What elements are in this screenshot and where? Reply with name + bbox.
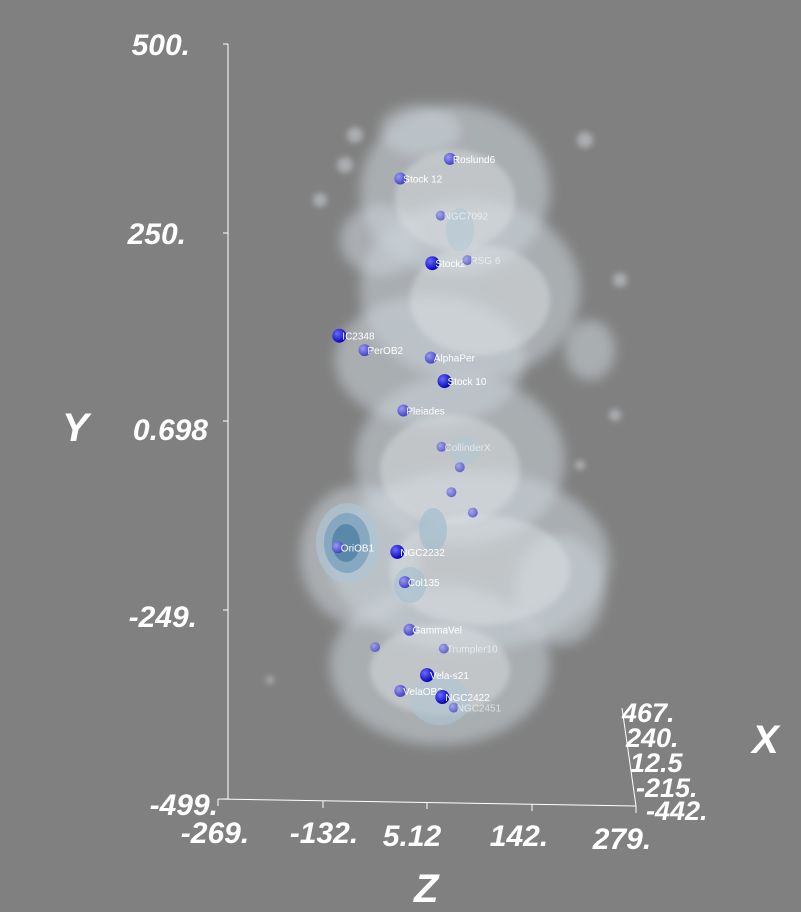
x-tick-label: 467. xyxy=(621,698,675,728)
cluster-marker: NGC2232 xyxy=(390,544,445,559)
y-tick-labels: 500. 250. 0.698 -249. -499. xyxy=(127,29,218,822)
cluster-point xyxy=(394,684,407,697)
cluster-point xyxy=(443,152,456,165)
cluster-label: Stock 12 xyxy=(403,175,442,186)
cluster-marker: NGC2451 xyxy=(448,702,502,715)
density-cloud xyxy=(266,105,627,745)
cluster-point xyxy=(454,462,465,473)
cluster-marker: Col135 xyxy=(398,576,440,589)
cluster-point xyxy=(403,623,416,636)
cluster-marker: RSG 6 xyxy=(462,255,501,267)
cluster-marker: OriOB1 xyxy=(331,541,375,554)
cluster-point xyxy=(424,351,437,364)
cluster-label: NGC7092 xyxy=(444,212,489,223)
cluster-marker: Stock 12 xyxy=(394,172,443,186)
cluster-point xyxy=(438,643,449,654)
cluster-marker xyxy=(370,642,381,653)
y-tick-label: 250. xyxy=(127,218,186,251)
cluster-point xyxy=(467,507,478,518)
cluster-label: Roslund6 xyxy=(453,155,496,166)
cluster-point xyxy=(331,541,344,554)
cluster-point xyxy=(420,668,434,683)
cluster-label: Trumpler10 xyxy=(447,645,498,656)
x-tick-label: 240. xyxy=(625,723,679,753)
cluster-label: Col135 xyxy=(408,578,440,589)
cluster-marker xyxy=(446,487,457,498)
x-tick-labels: 467. 240. 12.5 -215. -442. xyxy=(621,698,708,826)
cluster-point xyxy=(332,328,347,343)
cluster-marker: Trumpler10 xyxy=(438,643,498,656)
cluster-label: AlphaPer xyxy=(434,354,476,365)
y-tick-label: 0.698 xyxy=(133,414,208,447)
z-tick-label: -132. xyxy=(290,817,358,850)
cluster-point xyxy=(390,544,405,559)
cluster-marker: GammaVel xyxy=(403,623,462,637)
cluster-label: VelaOB2 xyxy=(403,687,443,698)
z-tick-label: 279. xyxy=(592,823,651,856)
x-tick-label: -442. xyxy=(646,796,708,826)
z-tick-label: 5.12 xyxy=(383,820,442,853)
x-axis-line xyxy=(621,707,637,807)
z-tick-label: -269. xyxy=(181,817,249,850)
cluster-marker: PerOB2 xyxy=(358,344,404,357)
cluster-label: NGC2232 xyxy=(400,548,445,559)
cluster-marker: VelaOB2 xyxy=(394,684,443,698)
cluster-label: IC2348 xyxy=(342,332,375,343)
cluster-point xyxy=(435,690,450,704)
cluster-marker xyxy=(467,507,478,518)
cluster-marker xyxy=(454,462,465,473)
cluster-point xyxy=(448,702,459,713)
cluster-marker: NGC7092 xyxy=(435,210,489,223)
y-tick-label: -249. xyxy=(129,601,197,634)
z-tick-label: 142. xyxy=(490,820,548,853)
cluster-label: NGC2451 xyxy=(457,704,502,715)
cluster-point xyxy=(394,172,407,185)
cluster-marker: Stock 10 xyxy=(437,374,487,389)
cluster-label: RSG 6 xyxy=(470,256,500,267)
z-axis-title: Z xyxy=(413,867,440,911)
cluster-label: Vela-s21 xyxy=(430,671,469,682)
cluster-marker: IC2348 xyxy=(332,328,375,343)
y-tick-label: -499. xyxy=(150,789,218,822)
cluster-point xyxy=(425,256,440,271)
cluster-point xyxy=(436,441,447,452)
z-tick-labels: -269. -132. 5.12 142. 279. xyxy=(181,817,651,856)
x-axis-title: X xyxy=(750,718,781,762)
cluster-marker: Pleiades xyxy=(397,404,445,418)
cluster-marker: Stock2 xyxy=(425,256,466,271)
cluster-marker: CollinderX xyxy=(436,441,491,454)
cluster-marker: Roslund6 xyxy=(443,152,496,166)
cluster-label: CollinderX xyxy=(445,443,491,454)
cluster-point xyxy=(462,255,473,266)
cluster-label: OriOB1 xyxy=(341,543,375,554)
cluster-marker: NGC2422 xyxy=(435,690,490,704)
cluster-point xyxy=(358,344,371,357)
cluster-point xyxy=(437,374,452,389)
cluster-label: PerOB2 xyxy=(368,346,404,357)
x-tick-label: -215. xyxy=(636,773,698,803)
cluster-point xyxy=(435,210,446,221)
cluster-label: Stock2 xyxy=(435,259,466,270)
y-axis-title: Y xyxy=(62,406,92,450)
cluster-point xyxy=(446,487,457,498)
cluster-label: Pleiades xyxy=(406,407,444,418)
tick-marks xyxy=(217,43,637,813)
x-tick-label: 12.5 xyxy=(630,748,684,778)
y-tick-label: 500. xyxy=(132,29,190,62)
cluster-label: NGC2422 xyxy=(445,693,490,704)
cluster-point xyxy=(397,404,410,417)
cluster-label: GammaVel xyxy=(413,626,462,637)
cluster-label: Stock 10 xyxy=(448,377,487,388)
cluster-point xyxy=(398,576,411,589)
cluster-markers: Roslund6 Stock 12 NGC7092 Stock2 RSG 6 IC2348… xyxy=(331,152,502,715)
cluster-marker: Vela-s21 xyxy=(420,668,469,683)
cluster-marker: AlphaPer xyxy=(424,351,476,365)
cluster-point xyxy=(370,642,381,653)
